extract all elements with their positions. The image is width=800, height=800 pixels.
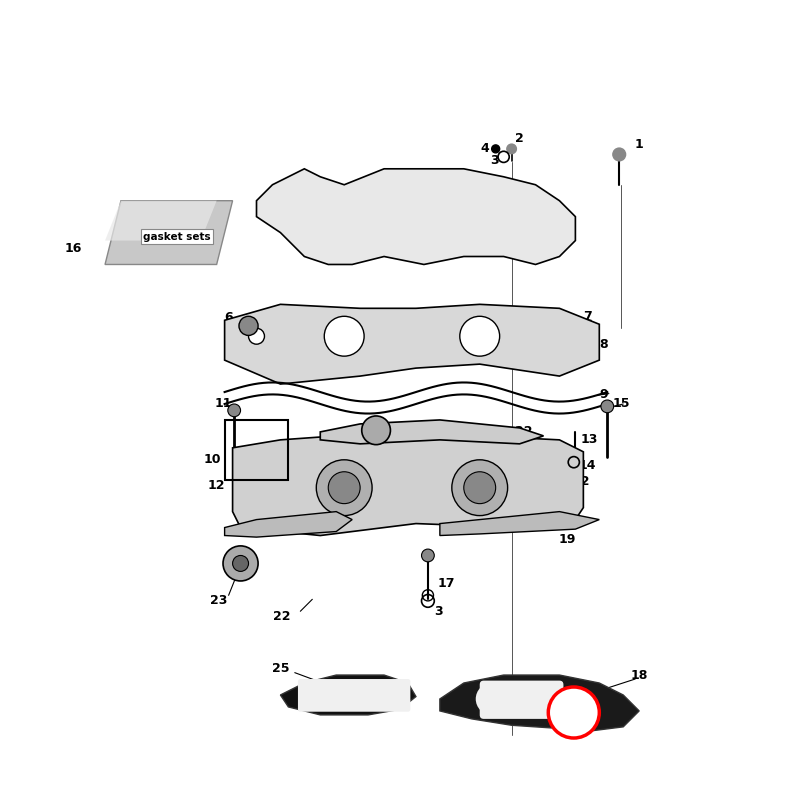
Circle shape	[228, 404, 241, 417]
Text: 5: 5	[284, 182, 293, 195]
Text: 12: 12	[208, 479, 226, 492]
Text: 1: 1	[634, 138, 643, 151]
Polygon shape	[281, 675, 416, 715]
Text: 18: 18	[630, 669, 648, 682]
Text: 22: 22	[274, 610, 290, 623]
Circle shape	[249, 328, 265, 344]
Text: 7: 7	[583, 310, 592, 322]
Circle shape	[239, 316, 258, 335]
Circle shape	[492, 145, 500, 153]
Text: 15: 15	[613, 398, 630, 410]
Text: 26: 26	[268, 501, 285, 514]
Circle shape	[464, 472, 496, 504]
Text: 13: 13	[581, 434, 598, 446]
Text: 3: 3	[490, 154, 498, 167]
Text: 23: 23	[210, 594, 227, 607]
Text: 2: 2	[515, 132, 524, 145]
Circle shape	[324, 316, 364, 356]
Text: 19: 19	[558, 533, 576, 546]
Text: 6: 6	[224, 311, 233, 324]
Circle shape	[316, 460, 372, 515]
Polygon shape	[257, 169, 575, 265]
Text: 14: 14	[578, 459, 596, 472]
Circle shape	[613, 148, 626, 161]
Text: 23: 23	[349, 426, 364, 435]
Polygon shape	[440, 512, 599, 535]
Polygon shape	[225, 512, 352, 537]
Circle shape	[548, 687, 599, 738]
Text: 25: 25	[272, 662, 289, 675]
Polygon shape	[233, 436, 583, 535]
Circle shape	[422, 549, 434, 562]
Text: gasket sets: gasket sets	[143, 231, 210, 242]
Polygon shape	[225, 304, 599, 384]
Text: 16: 16	[65, 242, 82, 255]
Text: 3: 3	[434, 605, 442, 618]
Circle shape	[223, 546, 258, 581]
Polygon shape	[320, 420, 543, 444]
Text: 22: 22	[515, 426, 532, 438]
Polygon shape	[440, 675, 639, 731]
Text: 12: 12	[573, 475, 590, 488]
Circle shape	[460, 316, 500, 356]
Circle shape	[452, 460, 508, 515]
Circle shape	[601, 400, 614, 413]
FancyBboxPatch shape	[480, 681, 563, 719]
Circle shape	[507, 144, 516, 154]
FancyBboxPatch shape	[298, 679, 410, 712]
Text: 10: 10	[204, 454, 222, 466]
Text: 9: 9	[599, 388, 608, 401]
Circle shape	[362, 416, 390, 445]
Circle shape	[233, 555, 249, 571]
Polygon shape	[105, 201, 233, 265]
Text: 4: 4	[480, 142, 489, 154]
Text: 24: 24	[564, 706, 583, 719]
Circle shape	[531, 683, 563, 715]
Text: 8: 8	[599, 338, 608, 350]
Circle shape	[328, 472, 360, 504]
Text: 17: 17	[438, 577, 455, 590]
Polygon shape	[105, 201, 217, 241]
Text: 11: 11	[214, 398, 232, 410]
Circle shape	[476, 683, 508, 715]
